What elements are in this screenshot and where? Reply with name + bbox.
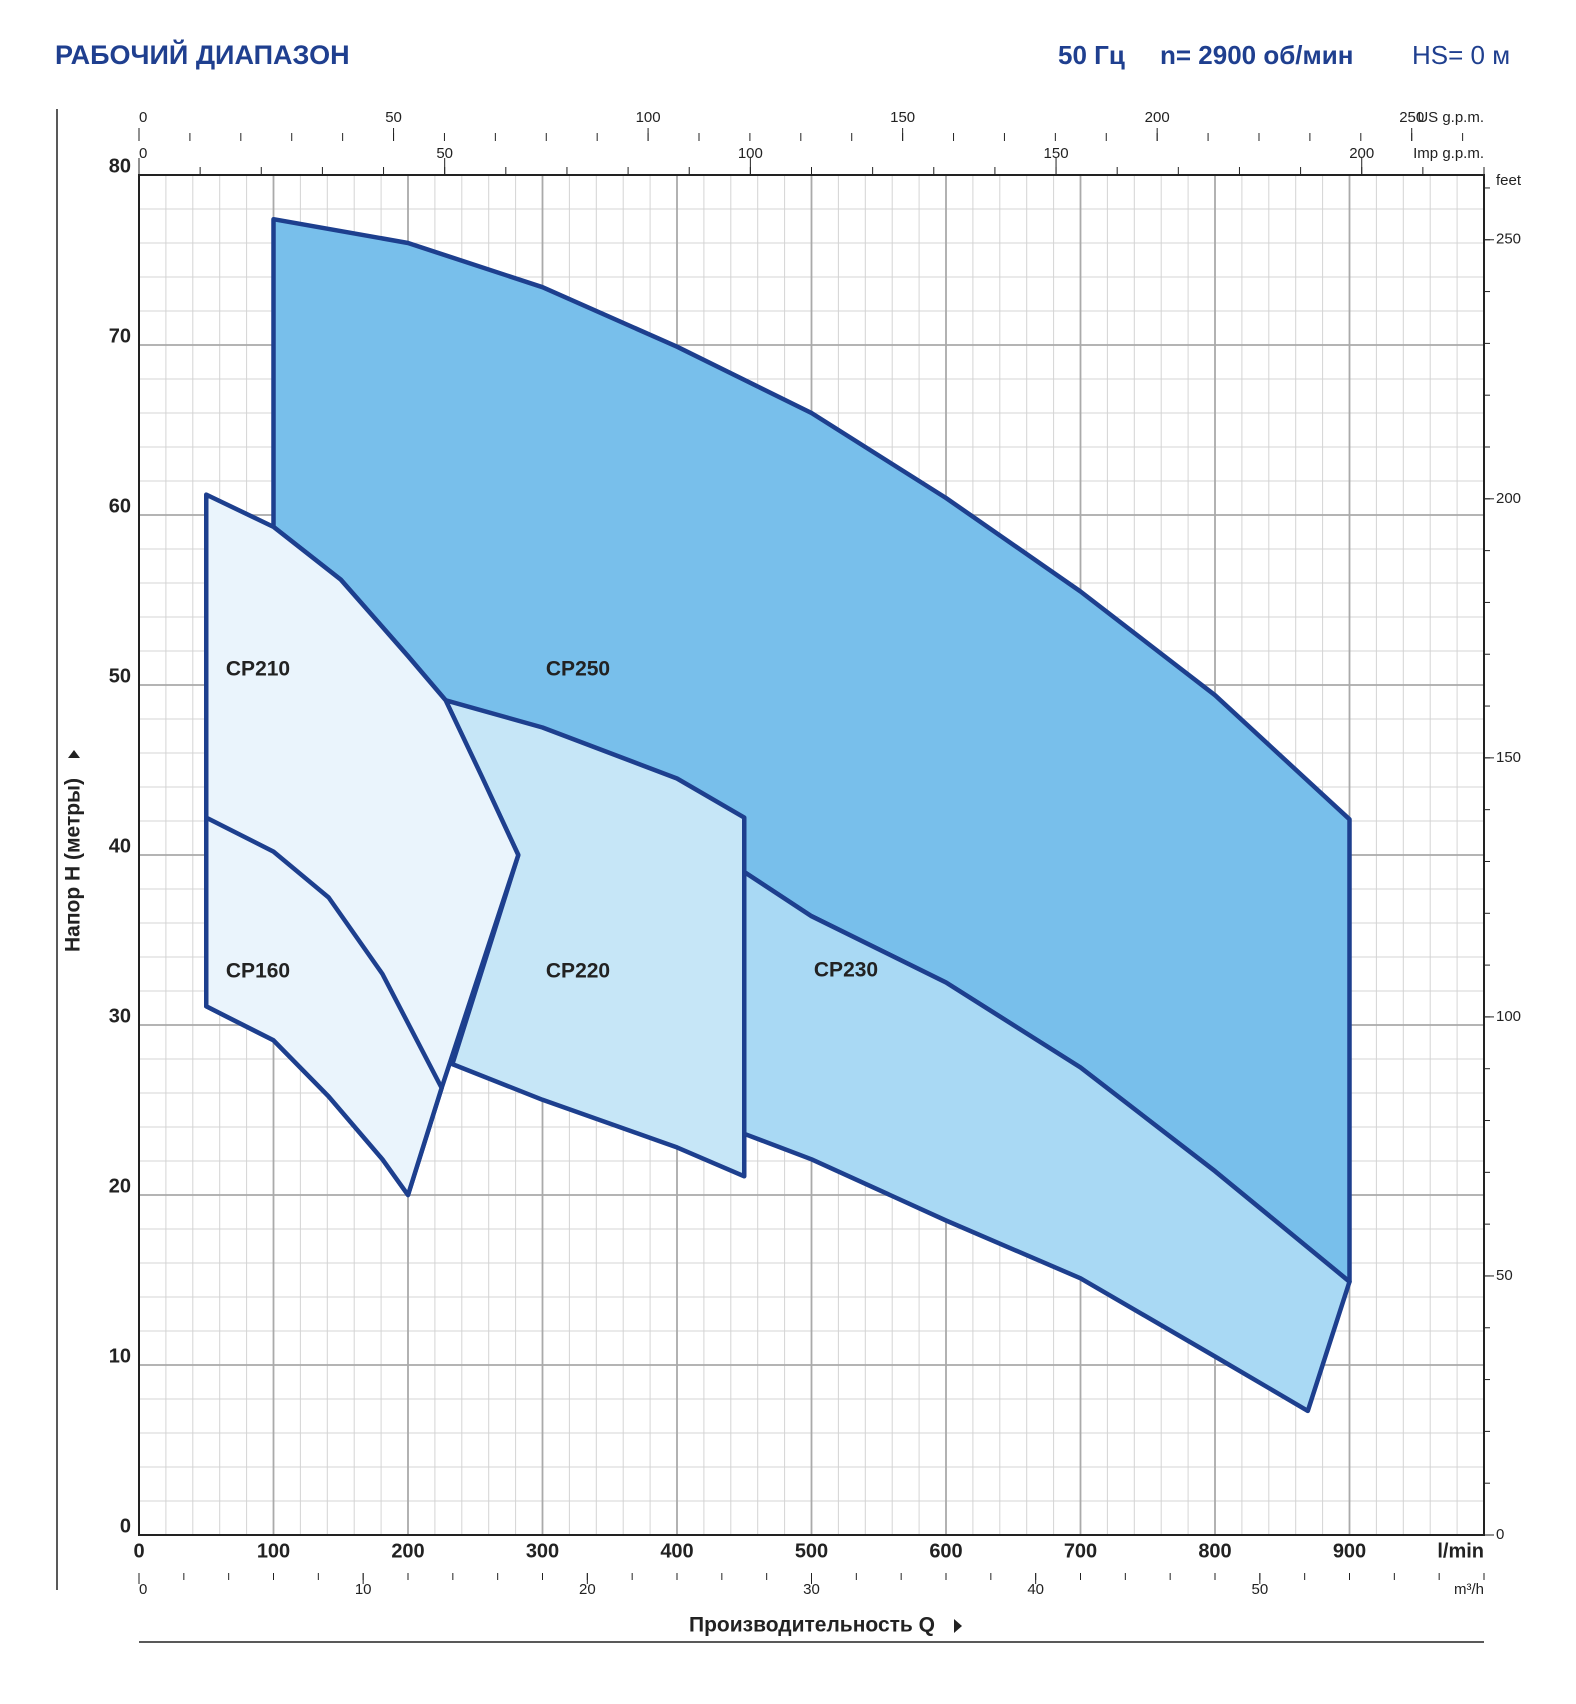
y-tick-label: 60 xyxy=(109,495,131,517)
y2-tick-label: 0 xyxy=(1496,1526,1504,1543)
subtitle: 50 Гц xyxy=(1058,40,1125,70)
zone xyxy=(204,815,444,1198)
x2-tick-label: 0 xyxy=(139,1581,147,1598)
x2-tick-label: 100 xyxy=(636,109,661,126)
x-axis-label: Производительность Q xyxy=(689,1614,935,1637)
y2-tick-label: 250 xyxy=(1496,231,1521,248)
x-unit: l/min xyxy=(1437,1540,1484,1562)
x-tick-label: 700 xyxy=(1064,1540,1097,1562)
axes: 0 100 200 300 400 500 600 700 800 900 l/min0102030… xyxy=(109,109,1522,1598)
x2-tick-label: 250 xyxy=(1399,109,1424,126)
x-tick-label: 500 xyxy=(795,1540,828,1562)
plot-frame xyxy=(138,174,1485,1536)
subtitle: n= 2900 об/мин xyxy=(1160,40,1353,70)
x2-tick-label: 50 xyxy=(1251,1581,1268,1598)
zone-label: CP160 xyxy=(226,960,290,983)
x-tick-label: 900 xyxy=(1333,1540,1366,1562)
chart-title: РАБОЧИЙ ДИАПАЗОН xyxy=(55,39,350,70)
zone xyxy=(742,869,1352,1414)
x2-tick-label: 0 xyxy=(139,109,147,126)
x-tick-label: 100 xyxy=(257,1540,290,1562)
y2-tick-label: 150 xyxy=(1496,749,1521,766)
x2-axis-label: Imp g.p.m. xyxy=(1413,145,1484,162)
y2-axis-label: feet xyxy=(1496,172,1522,189)
zones: CP250 CP230 CP220 CP210 CP160 xyxy=(204,216,1352,1414)
zone-label: CP210 xyxy=(226,658,290,681)
x2-tick-label: 100 xyxy=(738,145,763,162)
y-axis-label: Напор H (метры) xyxy=(62,778,85,952)
zone-label: CP230 xyxy=(814,959,878,982)
x-tick-label: 600 xyxy=(929,1540,962,1562)
y-tick-label: 30 xyxy=(109,1005,131,1027)
arrow xyxy=(68,750,80,758)
y2-tick-label: 200 xyxy=(1496,490,1521,507)
x-tick-label: 800 xyxy=(1198,1540,1231,1562)
x2-tick-label: 200 xyxy=(1349,145,1374,162)
x2-tick-label: 30 xyxy=(803,1581,820,1598)
y-tick-label: 50 xyxy=(109,665,131,687)
arrow xyxy=(954,1619,962,1633)
subtitle: HS= 0 м xyxy=(1412,40,1510,70)
x2-tick-label: 40 xyxy=(1027,1581,1044,1598)
x2-tick-label: 150 xyxy=(1044,145,1069,162)
x2-tick-label: 150 xyxy=(890,109,915,126)
x2-axis-label: US g.p.m. xyxy=(1417,109,1484,126)
y-tick-label: 20 xyxy=(109,1175,131,1197)
y-tick-label: 10 xyxy=(109,1345,131,1367)
y-tick-label: 40 xyxy=(109,835,131,857)
x2-tick-label: 200 xyxy=(1145,109,1170,126)
y-tick-label: 80 xyxy=(109,155,131,177)
y-tick-label: 0 xyxy=(120,1515,131,1537)
x-tick-label: 300 xyxy=(526,1540,559,1562)
x-tick-label: 0 xyxy=(133,1540,144,1562)
x-tick-label: 400 xyxy=(660,1540,693,1562)
x2-tick-label: 10 xyxy=(355,1581,372,1598)
zone-label: CP250 xyxy=(546,658,610,681)
y-tick-label: 70 xyxy=(109,325,131,347)
x2-tick-label: 20 xyxy=(579,1581,596,1598)
zone-label: CP220 xyxy=(546,960,610,983)
y2-tick-label: 50 xyxy=(1496,1267,1513,1284)
x-tick-label: 200 xyxy=(391,1540,424,1562)
y2-tick-label: 100 xyxy=(1496,1008,1521,1025)
x2-tick-label: 0 xyxy=(139,145,147,162)
x2-tick-label: 50 xyxy=(385,109,402,126)
x2-tick-label: 50 xyxy=(436,145,453,162)
x2-axis-label: m³/h xyxy=(1454,1581,1484,1598)
